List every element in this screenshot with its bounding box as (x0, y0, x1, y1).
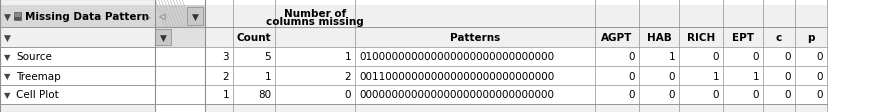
Text: 0: 0 (784, 71, 791, 81)
Text: 1: 1 (713, 71, 719, 81)
Text: ▼: ▼ (192, 12, 198, 21)
Text: 0: 0 (628, 52, 635, 62)
Text: 2: 2 (344, 71, 351, 81)
Text: 1: 1 (223, 90, 229, 100)
Text: Source: Source (16, 52, 52, 62)
Text: ▷: ▷ (144, 12, 151, 21)
Text: 2: 2 (223, 71, 229, 81)
Text: 0: 0 (344, 90, 351, 100)
Bar (155, 6, 205, 28)
Text: ▼: ▼ (4, 53, 11, 61)
Text: 1: 1 (669, 52, 675, 62)
Bar (0, 85, 155, 104)
Text: HAB: HAB (647, 33, 671, 43)
Bar (205, 48, 827, 66)
Text: 0: 0 (784, 90, 791, 100)
Text: Missing Data Pattern: Missing Data Pattern (25, 12, 149, 22)
Text: ▼: ▼ (4, 71, 11, 80)
Text: 001100000000000000000000000000: 001100000000000000000000000000 (359, 71, 554, 81)
Text: 000000000000000000000000000000: 000000000000000000000000000000 (359, 90, 554, 100)
Bar (155, 48, 205, 66)
Bar (0, 104, 155, 112)
Text: Patterns: Patterns (450, 33, 500, 43)
Text: ▼: ▼ (4, 90, 11, 99)
Text: 0: 0 (817, 71, 823, 81)
Bar (187, 8, 203, 26)
Bar (155, 28, 205, 48)
Text: columns missing: columns missing (266, 17, 363, 27)
Text: ▼: ▼ (159, 33, 166, 42)
Text: 0: 0 (817, 52, 823, 62)
Text: Count: Count (237, 33, 271, 43)
Text: 5: 5 (264, 52, 271, 62)
Text: 0: 0 (713, 90, 719, 100)
Text: 0: 0 (669, 71, 675, 81)
Bar (0, 0, 155, 112)
Bar (205, 66, 827, 85)
Bar (155, 30, 171, 46)
Text: 0: 0 (713, 52, 719, 62)
Text: 0: 0 (628, 71, 635, 81)
Bar (0, 48, 155, 66)
Text: ▼: ▼ (4, 33, 11, 42)
Text: Cell Plot: Cell Plot (16, 90, 59, 100)
Text: 0: 0 (752, 52, 759, 62)
Text: 1: 1 (752, 71, 759, 81)
Text: c: c (776, 33, 782, 43)
Bar (205, 104, 827, 112)
Text: 0: 0 (628, 90, 635, 100)
Bar (155, 85, 205, 104)
Text: 80: 80 (258, 90, 271, 100)
Bar (155, 66, 205, 85)
Text: p: p (807, 33, 815, 43)
Bar (14, 13, 21, 21)
Text: EPT: EPT (732, 33, 754, 43)
Text: 0: 0 (817, 90, 823, 100)
Text: Treemap: Treemap (16, 71, 61, 81)
Bar (14, 18, 21, 21)
Text: 1: 1 (264, 71, 271, 81)
Text: ◁: ◁ (158, 12, 165, 21)
Text: AGPT: AGPT (601, 33, 633, 43)
Text: 3: 3 (223, 52, 229, 62)
Text: 1: 1 (344, 52, 351, 62)
Text: 0: 0 (784, 52, 791, 62)
Text: 0: 0 (752, 90, 759, 100)
Bar (0, 28, 155, 48)
Text: RICH: RICH (687, 33, 715, 43)
Text: Number of: Number of (284, 9, 346, 18)
Bar (205, 85, 827, 104)
Bar (205, 28, 827, 48)
Bar (0, 6, 155, 28)
Bar (205, 6, 827, 28)
Text: 0: 0 (669, 90, 675, 100)
Bar (0, 66, 155, 85)
Text: ▼: ▼ (4, 12, 11, 21)
Text: 010000000000000000000000000000: 010000000000000000000000000000 (359, 52, 554, 62)
